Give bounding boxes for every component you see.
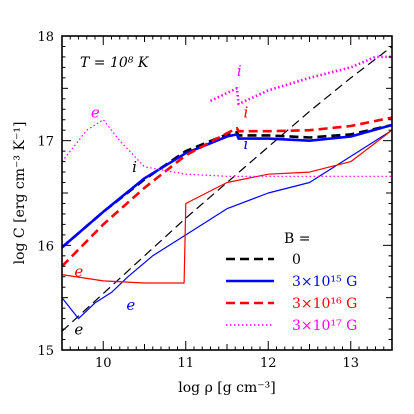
legend-label: 3×10¹⁷ G [292, 318, 357, 334]
y-tick-label: 16 [37, 239, 54, 254]
curve-label-2: i [237, 62, 242, 80]
series-line-2 [62, 125, 392, 247]
curve-label-6: e [126, 296, 135, 314]
x-axis-label: log ρ [g cm⁻³] [178, 380, 275, 396]
curve-label-0: i [132, 158, 137, 176]
curve-label-3: i [244, 104, 249, 122]
x-tick-label: 11 [177, 356, 194, 371]
curve-label-4: i [244, 135, 249, 153]
curve-label-7: e [74, 320, 83, 338]
temperature-annotation: T = 10⁸ K [80, 55, 150, 71]
x-tick-label: 10 [95, 356, 112, 371]
x-tick-label: 12 [260, 356, 277, 371]
series-line-1 [62, 125, 392, 247]
series-line-6 [62, 120, 392, 177]
series-line-3 [62, 130, 392, 318]
y-tick-label: 17 [37, 135, 54, 150]
legend-label: 0 [292, 252, 301, 268]
x-tick-label: 13 [342, 356, 359, 371]
y-tick-label: 15 [37, 344, 54, 359]
legend-title: B = [284, 231, 310, 247]
curve-label-5: e [74, 263, 83, 281]
series-line-4 [62, 118, 392, 267]
y-axis-label: log C [erg cm⁻³ K⁻¹] [12, 122, 28, 265]
curve-label-1: e [91, 104, 100, 122]
legend-label: 3×10¹⁵ G [292, 274, 357, 290]
legend: B = 0 3×10¹⁵ G 3×10¹⁶ G 3×10¹⁷ G [226, 231, 357, 334]
legend-label: 3×10¹⁶ G [292, 296, 357, 312]
y-tick-label: 18 [37, 30, 54, 45]
